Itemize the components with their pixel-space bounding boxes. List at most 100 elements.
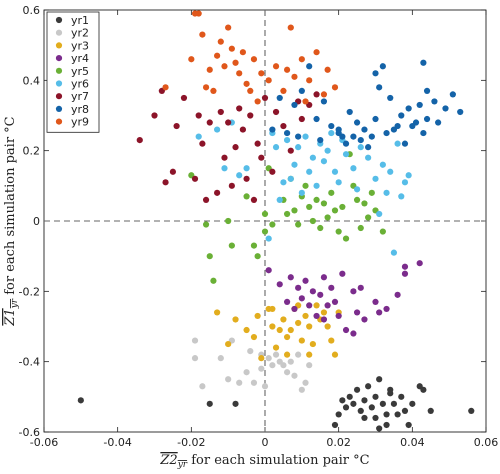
data-point-yr2 [302, 379, 309, 386]
data-point-yr1 [379, 400, 386, 407]
data-point-yr3 [298, 337, 305, 344]
data-point-yr3 [309, 340, 316, 348]
data-point-yr8 [457, 108, 464, 116]
data-point-yr8 [372, 115, 379, 123]
legend-marker-yr6 [55, 80, 63, 87]
data-point-yr1 [346, 393, 353, 400]
legend-marker-yr2 [55, 29, 63, 36]
data-point-yr9 [214, 52, 221, 59]
data-point-yr9 [265, 77, 272, 84]
data-point-yr2 [291, 372, 298, 379]
data-point-yr4 [361, 316, 368, 323]
data-point-yr8 [339, 133, 346, 140]
legend-label-yr7: yr7 [71, 90, 89, 103]
data-point-yr7 [225, 119, 232, 126]
data-point-yr1 [339, 397, 346, 404]
data-point-yr8 [376, 84, 383, 91]
data-point-yr6 [306, 168, 313, 175]
data-point-yr4 [416, 260, 423, 267]
data-point-yr1 [383, 421, 390, 429]
data-point-yr7 [202, 196, 210, 203]
data-point-yr8 [306, 63, 313, 70]
data-point-yr9 [287, 24, 294, 31]
data-point-yr7 [217, 108, 224, 116]
data-point-yr7 [243, 175, 250, 182]
x-tick-label: 0.02 [326, 436, 351, 449]
data-point-yr1 [350, 400, 357, 407]
data-point-yr5 [210, 277, 217, 284]
data-point-yr9 [199, 31, 206, 38]
data-point-yr1 [376, 376, 383, 383]
data-point-yr5 [202, 221, 210, 228]
data-point-yr7 [272, 108, 280, 116]
data-point-yr4 [287, 274, 294, 281]
data-point-yr4 [324, 302, 331, 309]
data-point-yr7 [162, 179, 169, 186]
data-point-yr5 [335, 228, 342, 235]
data-point-yr1 [331, 421, 339, 429]
data-point-yr1 [409, 400, 416, 407]
data-point-yr6 [295, 144, 302, 151]
data-point-yr2 [247, 348, 254, 355]
data-point-yr9 [306, 77, 313, 84]
data-point-yr2 [272, 351, 280, 358]
data-point-yr6 [390, 249, 398, 256]
data-point-yr4 [298, 295, 305, 302]
data-point-yr8 [383, 129, 390, 137]
data-point-yr8 [317, 137, 324, 144]
data-point-yr1 [401, 407, 409, 414]
data-point-yr3 [254, 312, 261, 320]
data-point-yr8 [398, 112, 405, 119]
data-point-yr7 [280, 122, 287, 130]
data-point-yr9 [228, 45, 235, 52]
data-point-yr6 [221, 165, 228, 172]
data-point-yr3 [232, 316, 239, 323]
data-point-yr8 [449, 91, 456, 98]
legend-label-yr6: yr6 [71, 78, 89, 91]
data-point-yr5 [291, 207, 298, 214]
data-point-yr7 [199, 140, 206, 147]
data-point-yr9 [258, 70, 265, 77]
data-point-yr9 [331, 84, 339, 91]
data-point-yr8 [284, 129, 291, 137]
data-point-yr8 [335, 126, 342, 133]
data-point-yr9 [221, 63, 228, 70]
data-point-yr7 [258, 154, 265, 161]
data-point-yr7 [191, 175, 199, 182]
data-point-yr3 [328, 337, 335, 344]
data-point-yr8 [357, 137, 364, 144]
data-point-yr4 [313, 312, 320, 320]
data-point-yr8 [328, 122, 335, 130]
data-point-yr1 [394, 411, 401, 418]
data-point-yr9 [206, 66, 213, 73]
data-point-yr6 [195, 133, 202, 140]
data-point-yr1 [232, 400, 239, 407]
data-point-yr5 [342, 235, 350, 242]
data-point-yr4 [357, 284, 364, 291]
data-point-yr9 [254, 98, 261, 105]
data-point-yr6 [291, 161, 298, 168]
data-point-yr3 [320, 309, 328, 316]
data-point-yr3 [276, 326, 283, 334]
data-point-yr9 [247, 87, 254, 94]
data-point-yr1 [468, 407, 475, 414]
data-point-yr4 [353, 309, 361, 316]
data-point-yr1 [361, 397, 368, 404]
data-point-yr6 [236, 172, 243, 179]
legend-label-yr8: yr8 [71, 103, 89, 116]
data-point-yr1 [420, 386, 427, 393]
data-point-yr2 [258, 365, 265, 372]
data-point-yr4 [401, 263, 409, 270]
data-point-yr1 [365, 383, 372, 390]
data-point-yr6 [265, 235, 272, 242]
data-point-yr1 [372, 414, 379, 422]
data-point-yr4 [350, 330, 357, 337]
data-point-yr4 [276, 281, 283, 288]
data-point-yr4 [331, 298, 339, 305]
data-point-yr2 [191, 337, 199, 344]
data-point-yr6 [376, 210, 383, 218]
data-point-yr5 [306, 203, 313, 211]
data-point-yr2 [280, 362, 287, 369]
data-point-yr2 [269, 362, 276, 369]
